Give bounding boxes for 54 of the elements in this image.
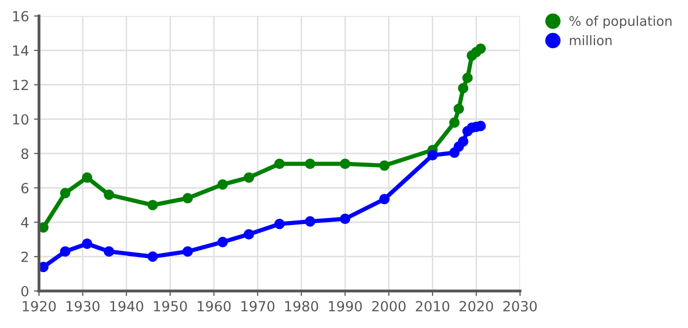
- point: [454, 104, 464, 114]
- y-tick-label: 14: [13, 46, 28, 56]
- x-tick-label: 1930: [66, 300, 100, 312]
- point: [244, 172, 254, 183]
- legend-label: % of population: [569, 16, 672, 29]
- y-tick-label: 8: [21, 148, 28, 159]
- point: [274, 158, 285, 170]
- point: [39, 262, 49, 272]
- point: [427, 150, 438, 160]
- y-tick-label: 10: [13, 114, 28, 125]
- y-tick-label: 4: [21, 217, 28, 228]
- point: [458, 82, 468, 94]
- x-tick-label: 1920: [22, 300, 56, 312]
- x-tick-label: 1950: [154, 300, 187, 312]
- x-tick-label: 1990: [328, 300, 362, 312]
- point: [60, 188, 70, 198]
- point: [39, 222, 49, 233]
- point: [182, 246, 193, 257]
- x-tick-label: 2020: [460, 300, 494, 312]
- point: [462, 72, 473, 84]
- x-tick-label: 1970: [241, 300, 274, 312]
- y-tick-label: 6: [21, 182, 28, 194]
- point: [82, 238, 92, 249]
- point: [104, 190, 114, 200]
- x-tick-label: 1980: [285, 300, 318, 312]
- point: [304, 216, 316, 227]
- point: [244, 229, 254, 240]
- point: [217, 236, 228, 248]
- point: [274, 218, 285, 230]
- point: [147, 251, 158, 262]
- point: [340, 214, 350, 224]
- point: [304, 158, 316, 170]
- point: [475, 43, 486, 54]
- point: [60, 246, 70, 257]
- y-tick-label: 2: [21, 252, 28, 262]
- point: [379, 160, 390, 171]
- legend-label: million: [570, 35, 612, 46]
- point: [104, 246, 114, 257]
- point: [379, 194, 390, 204]
- point: [82, 172, 92, 183]
- y-tick-label: 0: [21, 286, 28, 296]
- x-tick-label: 2000: [372, 300, 406, 312]
- point: [340, 158, 350, 170]
- x-tick-label: 2010: [416, 300, 450, 312]
- point: [217, 179, 228, 190]
- point: [182, 192, 193, 204]
- y-tick-label: 12: [13, 80, 28, 90]
- x-tick-label: 1940: [110, 300, 144, 312]
- x-tick-label: 1960: [198, 300, 231, 312]
- x-tick-label: 2030: [503, 300, 537, 312]
- y-tick-label: 16: [13, 10, 28, 22]
- point: [449, 117, 460, 128]
- point: [147, 200, 158, 210]
- point: [458, 136, 468, 147]
